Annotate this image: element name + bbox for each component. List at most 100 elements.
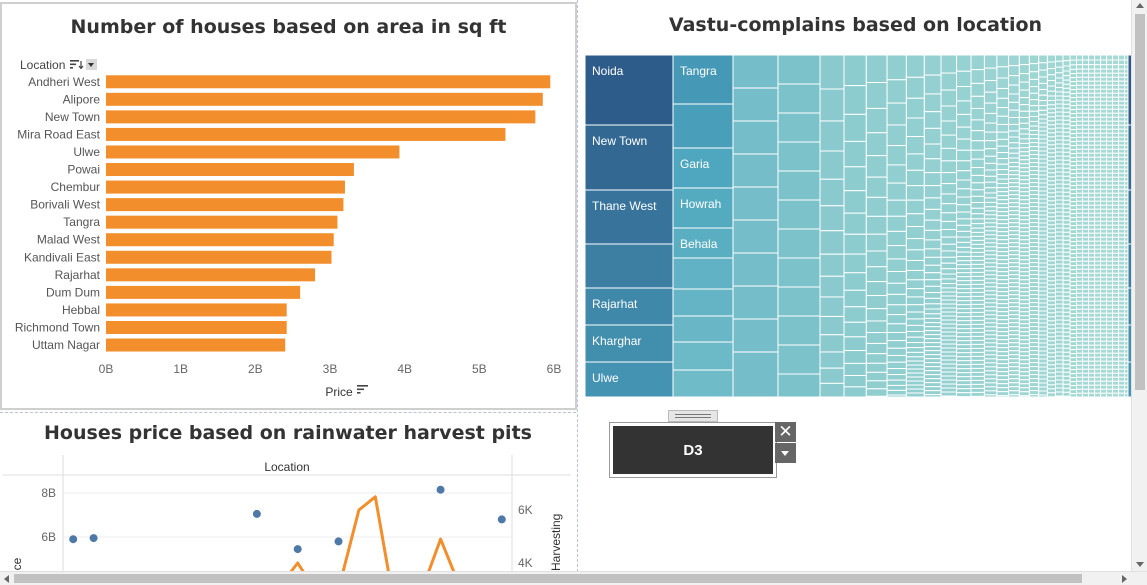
bar-category-label: New Town [45,110,100,124]
treemap-cell [1054,99,1064,105]
treemap-cell [996,367,1010,373]
treemap-cell [1100,344,1108,350]
treemap-cell [1062,271,1071,277]
treemap-cell [1112,352,1120,358]
treemap-cell [1076,220,1084,226]
treemap-cell [1082,276,1090,282]
treemap-cell [940,291,958,297]
treemap-cell [1038,222,1048,228]
treemap-cell [886,340,907,349]
treemap-cell [1062,355,1071,361]
scroll-right-icon[interactable] [1122,575,1127,583]
treemap-cell [1062,319,1071,325]
treemap-cell [1018,155,1030,161]
vertical-scroll-thumb[interactable] [1135,14,1145,390]
treemap-cell [886,258,907,272]
treemap-cell [956,352,972,358]
treemap-cell [956,276,972,282]
treemap-cell [1076,112,1084,118]
scroll-left-icon[interactable] [4,575,9,583]
treemap-cell [996,395,1010,398]
treemap-cell [1038,142,1048,148]
treemap-cell [923,292,942,299]
treemap-cell [1124,248,1129,254]
treemap-cell [1028,226,1040,232]
treemap-cell [1118,128,1126,134]
treemap-cell [1082,284,1090,290]
treemap-cell [970,243,985,249]
treemap-cell [819,275,845,298]
treemap-cell [1018,339,1030,345]
treemap-cell [1038,318,1048,324]
treemap-cell [1124,136,1129,142]
treemap-cell [1046,296,1056,302]
treemap-cell [940,363,958,369]
treemap-cell [1069,381,1078,387]
treemap-cell [1054,263,1064,269]
treemap-cell [886,323,907,333]
treemap-cell [1100,240,1108,246]
treemap-cell [1018,138,1030,144]
treemap-cell [843,374,867,388]
widget-drag-handle[interactable] [668,410,718,422]
close-icon[interactable]: ✕ [775,422,796,442]
treemap-cell [1062,347,1071,353]
treemap-cell [1082,344,1090,350]
treemap-cell [1100,92,1108,98]
treemap-cell [1124,104,1129,110]
treemap-cell [1038,286,1048,292]
treemap-cell [1062,295,1071,301]
treemap-cell [1118,368,1126,374]
chevron-down-icon[interactable] [85,59,97,71]
treemap-cell [1106,200,1114,206]
treemap-cell [956,372,972,378]
scroll-up-icon[interactable] [1136,3,1144,8]
treemap-cell [1124,200,1129,206]
treemap-cell [1062,239,1071,245]
y-tick-label: 8B [41,486,56,500]
filter-widget-value[interactable]: D3 [613,426,773,474]
bar-category-label: Andheri West [28,75,100,89]
treemap-cell [1124,80,1129,86]
treemap-cell [1082,64,1090,70]
treemap-cell [1094,344,1102,350]
sort-descending-icon[interactable] [69,60,84,70]
horizontal-scrollbar[interactable] [0,571,1147,585]
chevron-down-icon[interactable] [775,443,796,463]
treemap-cell [923,366,942,372]
treemap-cell [732,318,779,353]
treemap-cell [1046,216,1056,222]
treemap-cell [940,120,958,136]
treemap-cell [1106,256,1114,262]
filter-widget[interactable]: D3 [609,422,777,478]
treemap-cell [1118,184,1126,190]
treemap-cell [1106,240,1114,246]
treemap-cell [1054,267,1064,273]
treemap-cell [996,115,1010,125]
treemap-cell [923,279,942,287]
treemap-cell [1046,388,1056,394]
scroll-down-icon[interactable] [1136,562,1144,567]
treemap-cell [923,382,942,388]
treemap-cell [672,315,734,343]
treemap-cell [1088,288,1096,294]
treemap-cell [1069,113,1078,119]
treemap-cell [1062,339,1071,345]
sort-descending-icon[interactable] [357,385,371,394]
treemap-cell [1038,254,1048,260]
horizontal-scroll-thumb[interactable] [14,574,1082,583]
treemap-cell [1054,155,1064,161]
treemap-cell [1046,184,1056,190]
treemap-cell [1028,116,1040,122]
treemap-cell [983,298,998,304]
treemap-cell [1106,288,1114,294]
vertical-scrollbar[interactable] [1131,0,1147,571]
treemap-cell [1062,251,1071,257]
treemap-cell [1094,304,1102,310]
treemap-cell [1124,68,1129,74]
treemap-cell [1124,204,1129,210]
y-axis-title: ice [10,557,24,573]
treemap-cell [1118,164,1126,170]
treemap-cell [1112,236,1120,242]
treemap-cell [1054,395,1064,398]
